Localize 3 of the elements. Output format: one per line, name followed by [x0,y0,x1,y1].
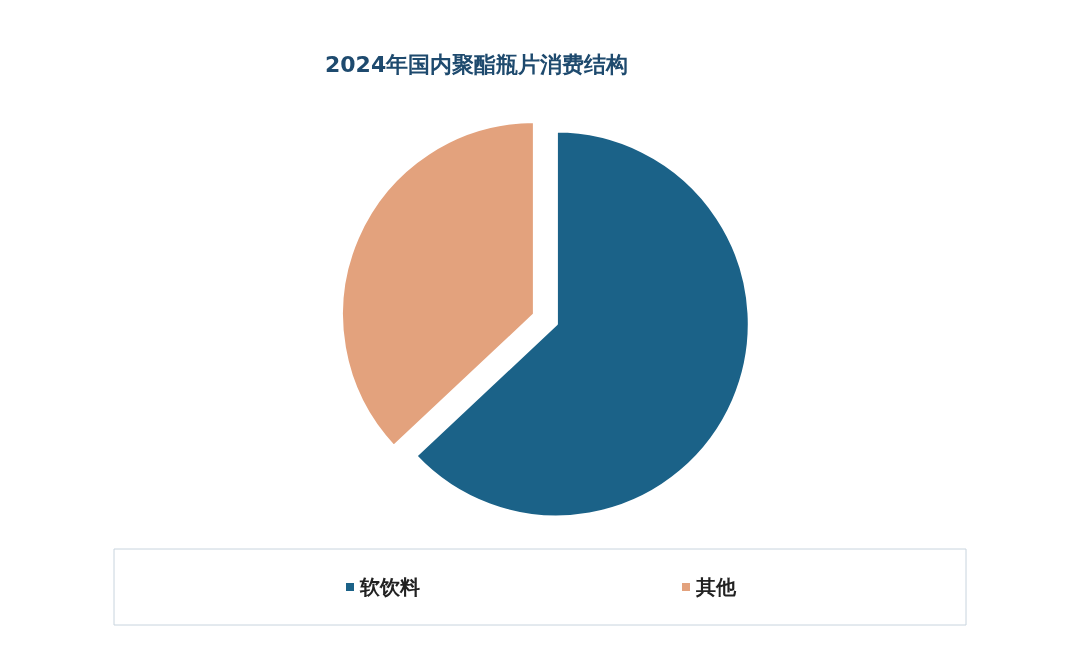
chart-title: 2024年国内聚酯瓶片消费结构 [325,51,629,77]
legend-label: 其他 [695,575,737,599]
legend-label: 软饮料 [359,575,420,599]
